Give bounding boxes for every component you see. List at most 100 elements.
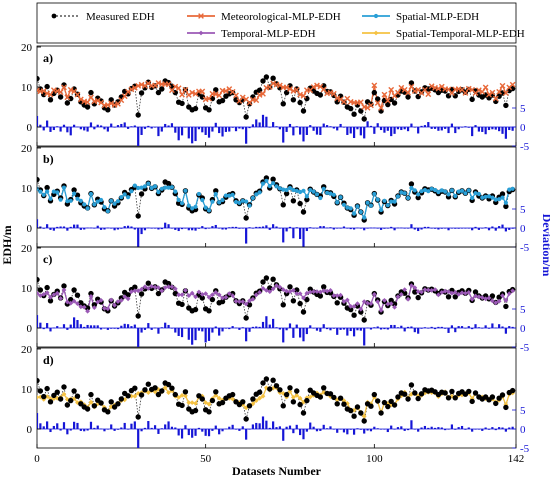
deviation-bar bbox=[390, 425, 393, 429]
deviation-bar bbox=[299, 127, 302, 135]
deviation-bar bbox=[46, 224, 49, 228]
deviation-bar bbox=[312, 426, 315, 429]
measured-point bbox=[196, 393, 202, 399]
deviation-bar bbox=[508, 427, 511, 429]
deviation-bar bbox=[423, 226, 427, 228]
measured-point bbox=[472, 390, 479, 396]
deviation-bar bbox=[164, 123, 167, 127]
deviation-bar bbox=[356, 328, 359, 331]
measured-point bbox=[371, 391, 378, 398]
measured-point bbox=[412, 390, 418, 396]
deviation-bar bbox=[234, 226, 238, 228]
measured-point bbox=[115, 401, 121, 407]
measured-point bbox=[37, 75, 40, 82]
model-point bbox=[37, 186, 40, 191]
deviation-bar bbox=[211, 328, 214, 333]
model-point bbox=[483, 194, 488, 199]
measured-point bbox=[418, 89, 425, 95]
deviation-bar bbox=[379, 328, 383, 330]
deviation-tick-label: 0 bbox=[520, 122, 526, 134]
model-point bbox=[375, 197, 380, 202]
measured-point bbox=[445, 294, 452, 300]
model-point bbox=[300, 92, 307, 99]
model-point bbox=[318, 195, 323, 201]
measured-point bbox=[165, 79, 172, 86]
measured-point bbox=[68, 397, 74, 404]
model-point bbox=[88, 191, 94, 197]
model-point bbox=[368, 102, 374, 109]
measured-point bbox=[192, 407, 199, 414]
model-point bbox=[203, 400, 209, 405]
model-point bbox=[422, 287, 428, 292]
model-point bbox=[324, 288, 330, 294]
deviation-bar bbox=[501, 127, 504, 134]
measured-point bbox=[240, 399, 246, 405]
model-point bbox=[470, 195, 475, 201]
deviation-bar bbox=[110, 424, 113, 429]
model-point bbox=[145, 286, 151, 291]
measured-point bbox=[297, 99, 303, 106]
model-point bbox=[206, 294, 212, 300]
model-point bbox=[389, 199, 394, 204]
model-point bbox=[310, 84, 317, 90]
model-point bbox=[385, 301, 391, 307]
model-point bbox=[72, 191, 77, 196]
model-point bbox=[270, 80, 277, 87]
model-point bbox=[459, 188, 465, 193]
deviation-bar bbox=[133, 421, 136, 429]
deviation-bar bbox=[258, 122, 261, 127]
deviation-bar bbox=[457, 326, 460, 328]
measured-point bbox=[270, 176, 276, 182]
deviation-bar bbox=[130, 226, 133, 228]
model-point bbox=[398, 84, 405, 91]
measured-point bbox=[192, 306, 199, 313]
measured-point bbox=[374, 398, 381, 404]
deviation-bar bbox=[133, 228, 136, 230]
deviation-bar bbox=[180, 127, 184, 136]
model-point bbox=[159, 288, 165, 294]
measured-point bbox=[415, 194, 421, 201]
deviation-bar bbox=[42, 328, 45, 330]
deviation-bar bbox=[218, 127, 221, 134]
deviation-bar bbox=[498, 324, 501, 328]
measured-point bbox=[41, 393, 47, 400]
deviation-bar bbox=[460, 326, 464, 328]
measured-point bbox=[358, 410, 364, 416]
measured-point bbox=[401, 391, 408, 397]
deviation-bar bbox=[319, 328, 322, 332]
panel-c: 0 10 20 -5 0 5 c) bbox=[21, 243, 530, 354]
model-point bbox=[132, 288, 138, 294]
model-point bbox=[419, 189, 424, 194]
deviation-bar bbox=[437, 127, 440, 131]
deviation-bar bbox=[245, 328, 248, 342]
measured-point bbox=[44, 83, 50, 90]
deviation-bar bbox=[261, 321, 265, 328]
deviation-bars bbox=[37, 114, 514, 146]
measured-point bbox=[155, 89, 162, 96]
deviation-bar bbox=[423, 125, 427, 127]
model-point bbox=[78, 304, 84, 310]
deviation-bar bbox=[363, 228, 366, 231]
deviation-bar bbox=[427, 122, 430, 127]
deviation-bar bbox=[99, 328, 103, 330]
model-point bbox=[385, 203, 390, 208]
model-point bbox=[85, 308, 90, 314]
deviation-bar bbox=[56, 226, 59, 228]
deviation-bar bbox=[79, 228, 82, 230]
model-point bbox=[398, 292, 404, 297]
model-point bbox=[182, 86, 189, 93]
model-point bbox=[384, 97, 391, 104]
deviation-bar bbox=[66, 429, 69, 435]
model-point bbox=[115, 199, 121, 204]
measured-point bbox=[408, 181, 415, 187]
deviation-bar bbox=[268, 324, 271, 328]
model-point bbox=[446, 192, 451, 197]
deviation-bar bbox=[302, 328, 305, 342]
model-point bbox=[405, 195, 411, 201]
model-point bbox=[95, 199, 100, 204]
deviation-bar bbox=[211, 127, 214, 132]
deviation-bar bbox=[191, 328, 194, 345]
deviation-bar bbox=[265, 116, 268, 127]
deviation-bar bbox=[299, 228, 302, 240]
deviation-bar bbox=[137, 127, 140, 146]
